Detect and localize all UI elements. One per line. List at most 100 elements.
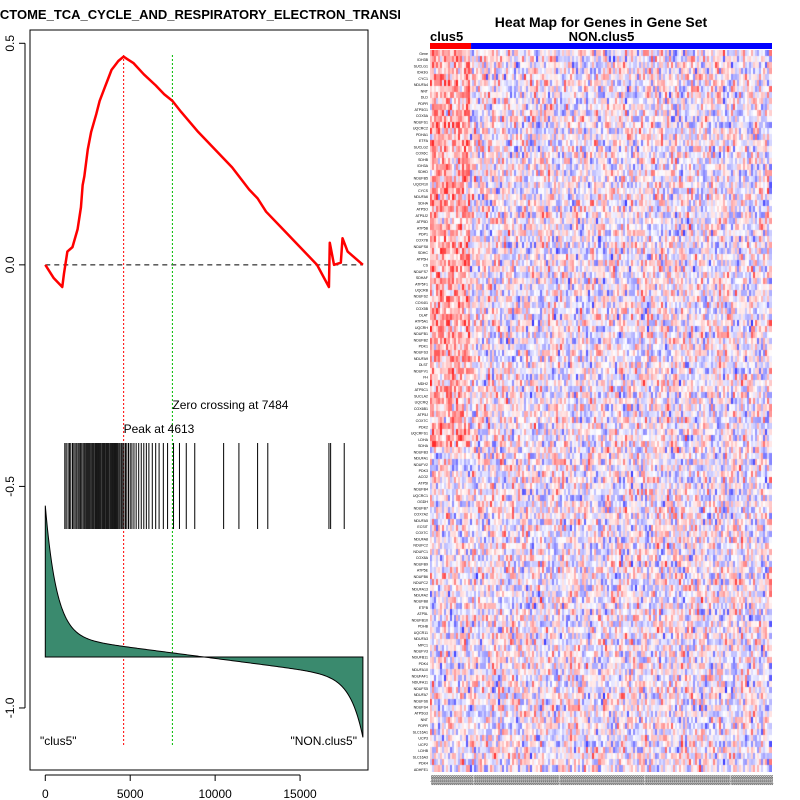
column-label: sample [609,775,613,786]
column-label: sample [722,775,726,786]
row-label: NDUFV1 [414,369,428,373]
column-label: sample [454,775,458,786]
row-label: NDUFAF1 [412,674,428,678]
column-label: sample [623,775,627,786]
column-label: sample [589,775,593,786]
row-label: NDUFS5 [414,687,428,691]
column-label: sample [605,775,609,786]
column-label: sample [613,775,617,786]
row-label: UCP3 [418,737,428,741]
row-label: UQCRH [415,326,429,330]
column-label: sample [587,775,591,786]
column-label: sample [555,775,559,786]
row-label: ATP5C1 [415,388,428,392]
column-label: sample [462,775,466,786]
row-label: FH [423,376,428,380]
column-label: sample [486,775,490,786]
column-label: sample [519,775,523,786]
row-label: NDUFA2 [414,593,428,597]
column-label: sample [675,775,679,786]
guide-lines [45,55,363,745]
column-label: sample [458,775,462,786]
column-label: sample [545,775,549,786]
row-label: NDUFB1 [414,332,428,336]
row-label: UQCR11 [414,631,428,635]
enrichment-score-line [44,55,364,289]
row-label: NDUFV3 [414,649,428,653]
row-label: COX5A [416,114,429,118]
row-label: CYC1 [418,77,428,81]
row-label: ATP5A1 [415,320,428,324]
column-label: sample [712,775,716,786]
axes: 0 5000 10000 15000 0.5 0.0 -0.5 -1.0 [3,35,317,800]
column-label: sample [579,775,583,786]
row-label: UQCRC1 [413,494,428,498]
column-label: sample [714,775,718,786]
row-label: NDUFB8 [414,600,428,604]
column-label: sample [482,775,486,786]
column-label: sample [639,775,643,786]
column-label: sample [599,775,603,786]
column-label: sample [655,775,659,786]
column-label: sample [728,775,732,786]
column-label: sample [512,775,516,786]
x-tick-label: 15000 [283,787,317,800]
column-label: sample [708,775,712,786]
column-label: sample [438,775,442,786]
row-label: COX5B [416,307,429,311]
column-label: sample [615,775,619,786]
row-label: UQCRB [415,288,429,292]
column-label: sample [692,775,696,786]
row-label: ETFB [419,606,429,610]
column-label: sample [653,775,657,786]
row-label: COX7A2 [414,513,428,517]
column-label: sample [657,775,661,786]
column-label: sample [635,775,639,786]
column-label: sample [645,775,649,786]
column-label: sample [597,775,601,786]
row-label: NDUFB6 [414,575,428,579]
row-label: ECSIT [417,525,428,529]
column-label: sample [502,775,506,786]
row-label: NDUFV2 [414,463,428,467]
column-label: sample [537,775,541,786]
column-label: sample [573,775,577,786]
row-label: PDPR [418,724,428,728]
column-label: sample [742,775,746,786]
column-label: sample [515,775,519,786]
column-label: sample [460,775,464,786]
column-label: sample [517,775,521,786]
column-label: sample [690,775,694,786]
row-label: PDPR [418,102,428,106]
column-label: sample [466,775,470,786]
row-label: PDK1 [419,345,428,349]
row-label: COX6B1 [414,407,428,411]
hit-markers [64,443,345,529]
x-tick-label: 5000 [117,787,144,800]
column-label: sample [464,775,468,786]
row-label: NDUFB9 [414,562,428,566]
group-label: clus5 [430,29,463,44]
row-label: COX8A [416,556,429,560]
column-label: sample [539,775,543,786]
row-label: ATP5E [417,569,429,573]
column-label: sample [474,775,478,786]
row-label: PDK2 [419,425,428,429]
row-label: ACO2 [418,475,428,479]
row-label: NDUFA10 [412,668,428,672]
row-label: IDH3A [417,164,428,168]
row-label: NDUFS8 [414,245,428,249]
row-label: NDUFA5 [414,519,428,523]
row-label: NDUFA13 [412,587,428,591]
row-label: UQCR10 [413,183,428,187]
column-label: sample [549,775,553,786]
column-label: sample [611,775,615,786]
row-label: NDUFA6 [414,195,428,199]
column-label: sample [446,775,450,786]
x-tick-label: 0 [42,787,49,800]
row-label: MDH2 [418,382,428,386]
row-label: NDUFB4 [414,488,428,492]
row-label: SLC16A3 [413,755,428,759]
column-label: sample [738,775,742,786]
group-label: NON.clus5 [569,29,635,44]
